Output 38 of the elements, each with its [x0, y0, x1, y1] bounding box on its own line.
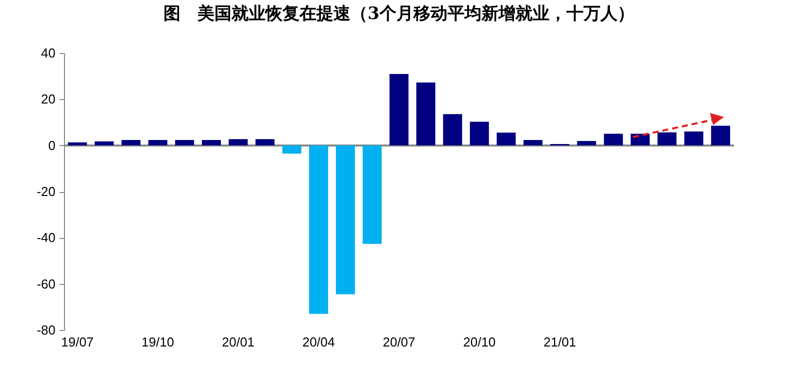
- bar: [228, 139, 248, 146]
- bar: [630, 134, 650, 146]
- bar: [94, 141, 114, 146]
- bar: [390, 74, 408, 146]
- bar: [416, 82, 436, 146]
- x-tick-label: 20/04: [302, 334, 335, 350]
- y-tick-label: -80: [36, 322, 56, 338]
- bar: [658, 132, 676, 146]
- bar: [470, 122, 489, 146]
- bar: [122, 140, 140, 146]
- bar: [524, 140, 542, 146]
- bar: [309, 145, 328, 314]
- y-tick-label: -40: [36, 230, 56, 246]
- bar: [148, 140, 168, 146]
- y-tick-label: -20: [36, 184, 56, 199]
- y-tick-label: 20: [41, 92, 56, 107]
- y-tick-label: 0: [48, 138, 56, 153]
- bar: [362, 145, 382, 244]
- bar: [202, 140, 221, 146]
- bar: [684, 131, 704, 146]
- bar: [175, 140, 194, 146]
- x-tick-label: 20/07: [382, 334, 416, 350]
- bar: [443, 114, 462, 146]
- y-tick-label: 40: [41, 46, 56, 60]
- bar: [496, 132, 516, 146]
- bar: [604, 134, 623, 146]
- bar: [282, 145, 302, 154]
- x-tick-label: 20/01: [222, 334, 254, 350]
- y-tick-label: -60: [36, 276, 56, 292]
- x-tick-label: 21/01: [544, 334, 576, 350]
- x-tick-label: 20/10: [463, 334, 496, 350]
- bar: [68, 142, 87, 146]
- chart-title: 图 美国就业恢复在提速（3个月移动平均新增就业，十万人）: [164, 4, 634, 24]
- bar: [577, 140, 596, 146]
- x-tick-label: 19/07: [61, 334, 94, 350]
- bar: [336, 145, 355, 294]
- x-tick-label: 19/10: [142, 334, 174, 350]
- bar: [256, 139, 274, 146]
